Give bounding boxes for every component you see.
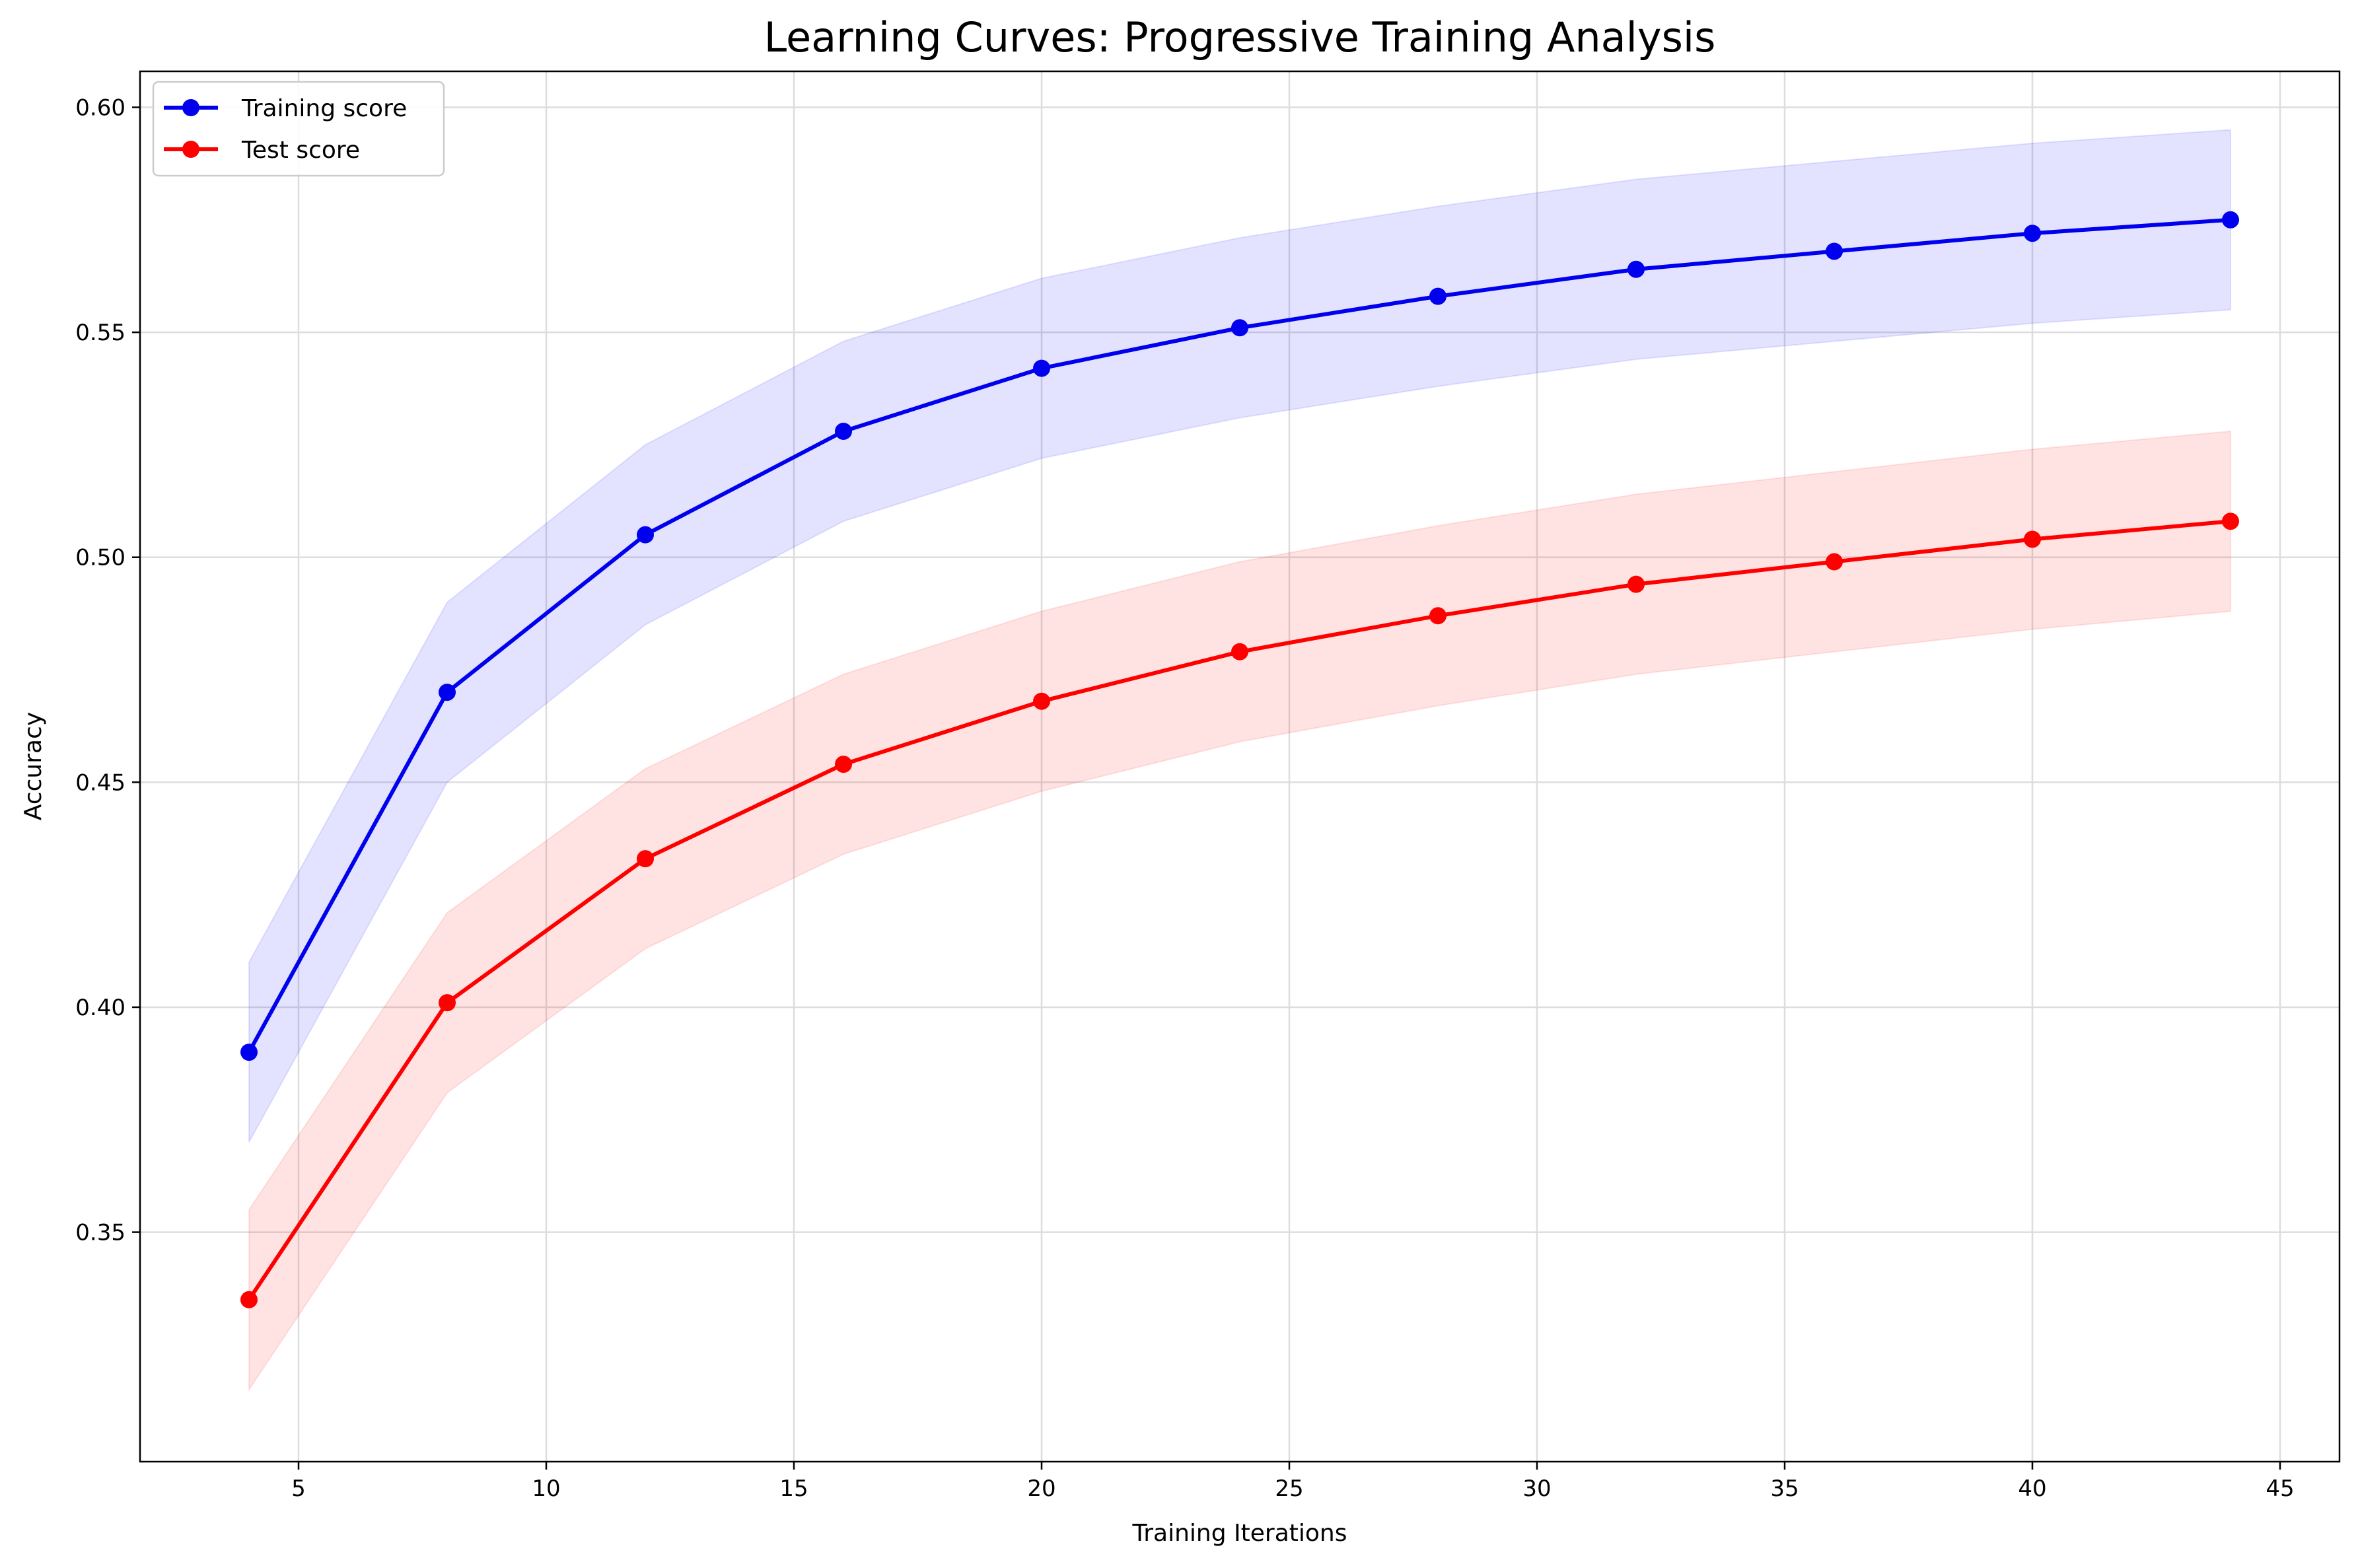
y-tick-label: 0.45 [75, 769, 125, 796]
x-tick-label: 30 [1522, 1476, 1551, 1502]
test-score-point [240, 1291, 258, 1308]
y-tick-label: 0.40 [75, 995, 125, 1021]
test-score-point [1826, 553, 1843, 571]
series-points [240, 211, 2239, 1308]
y-tick-label: 0.50 [75, 545, 125, 571]
x-tick-label: 20 [1027, 1476, 1055, 1502]
x-tick-label: 45 [2266, 1476, 2294, 1502]
x-tick-label: 35 [1770, 1476, 1799, 1502]
chart-title: Learning Curves: Progressive Training An… [764, 13, 1716, 61]
legend-test-marker [182, 141, 199, 158]
test-score-point [2222, 513, 2239, 530]
y-axis-title: Accuracy [20, 712, 47, 820]
x-tick-label: 10 [532, 1476, 560, 1502]
legend-training-label: Training score [241, 95, 407, 122]
training-score-point [1231, 319, 1248, 337]
y-tick-label: 0.60 [75, 94, 125, 121]
x-tick-label: 15 [779, 1476, 808, 1502]
training-score-point [1627, 260, 1645, 278]
training-score-point [439, 684, 456, 701]
legend: Training score Test score [152, 81, 445, 177]
x-axis-title: Training Iterations [1132, 1520, 1347, 1547]
x-tick-label: 5 [291, 1476, 306, 1502]
test-score-point [1429, 607, 1447, 625]
training-score-point [835, 422, 852, 440]
legend-box [152, 81, 445, 177]
plot-frame [139, 70, 2341, 1463]
test-score-point [1627, 575, 1645, 593]
training-score-point [2024, 225, 2041, 242]
test-score-point [1231, 643, 1248, 660]
test-score-band [248, 430, 2231, 1392]
legend-test-label: Test score [241, 137, 360, 164]
test-score-point [1033, 692, 1050, 710]
test-score-point [637, 850, 654, 868]
training-score-point [637, 526, 654, 544]
x-axis-ticks: 5 10 15 20 25 30 35 40 45 [291, 1462, 2295, 1502]
x-tick-label: 25 [1275, 1476, 1303, 1502]
training-score-point [2222, 211, 2239, 229]
y-tick-label: 0.55 [75, 320, 125, 346]
training-score-point [1826, 242, 1843, 260]
x-tick-label: 40 [2018, 1476, 2046, 1502]
training-score-point [1033, 359, 1050, 377]
test-score-point [439, 994, 456, 1012]
y-axis-ticks: 0.35 0.40 0.45 0.50 0.55 0.60 [75, 94, 140, 1246]
legend-training-marker [182, 99, 199, 116]
y-tick-label: 0.35 [75, 1220, 125, 1246]
test-score-point [835, 756, 852, 773]
test-score-point [2024, 530, 2041, 548]
training-score-point [1429, 287, 1447, 305]
training-score-point [240, 1044, 258, 1061]
